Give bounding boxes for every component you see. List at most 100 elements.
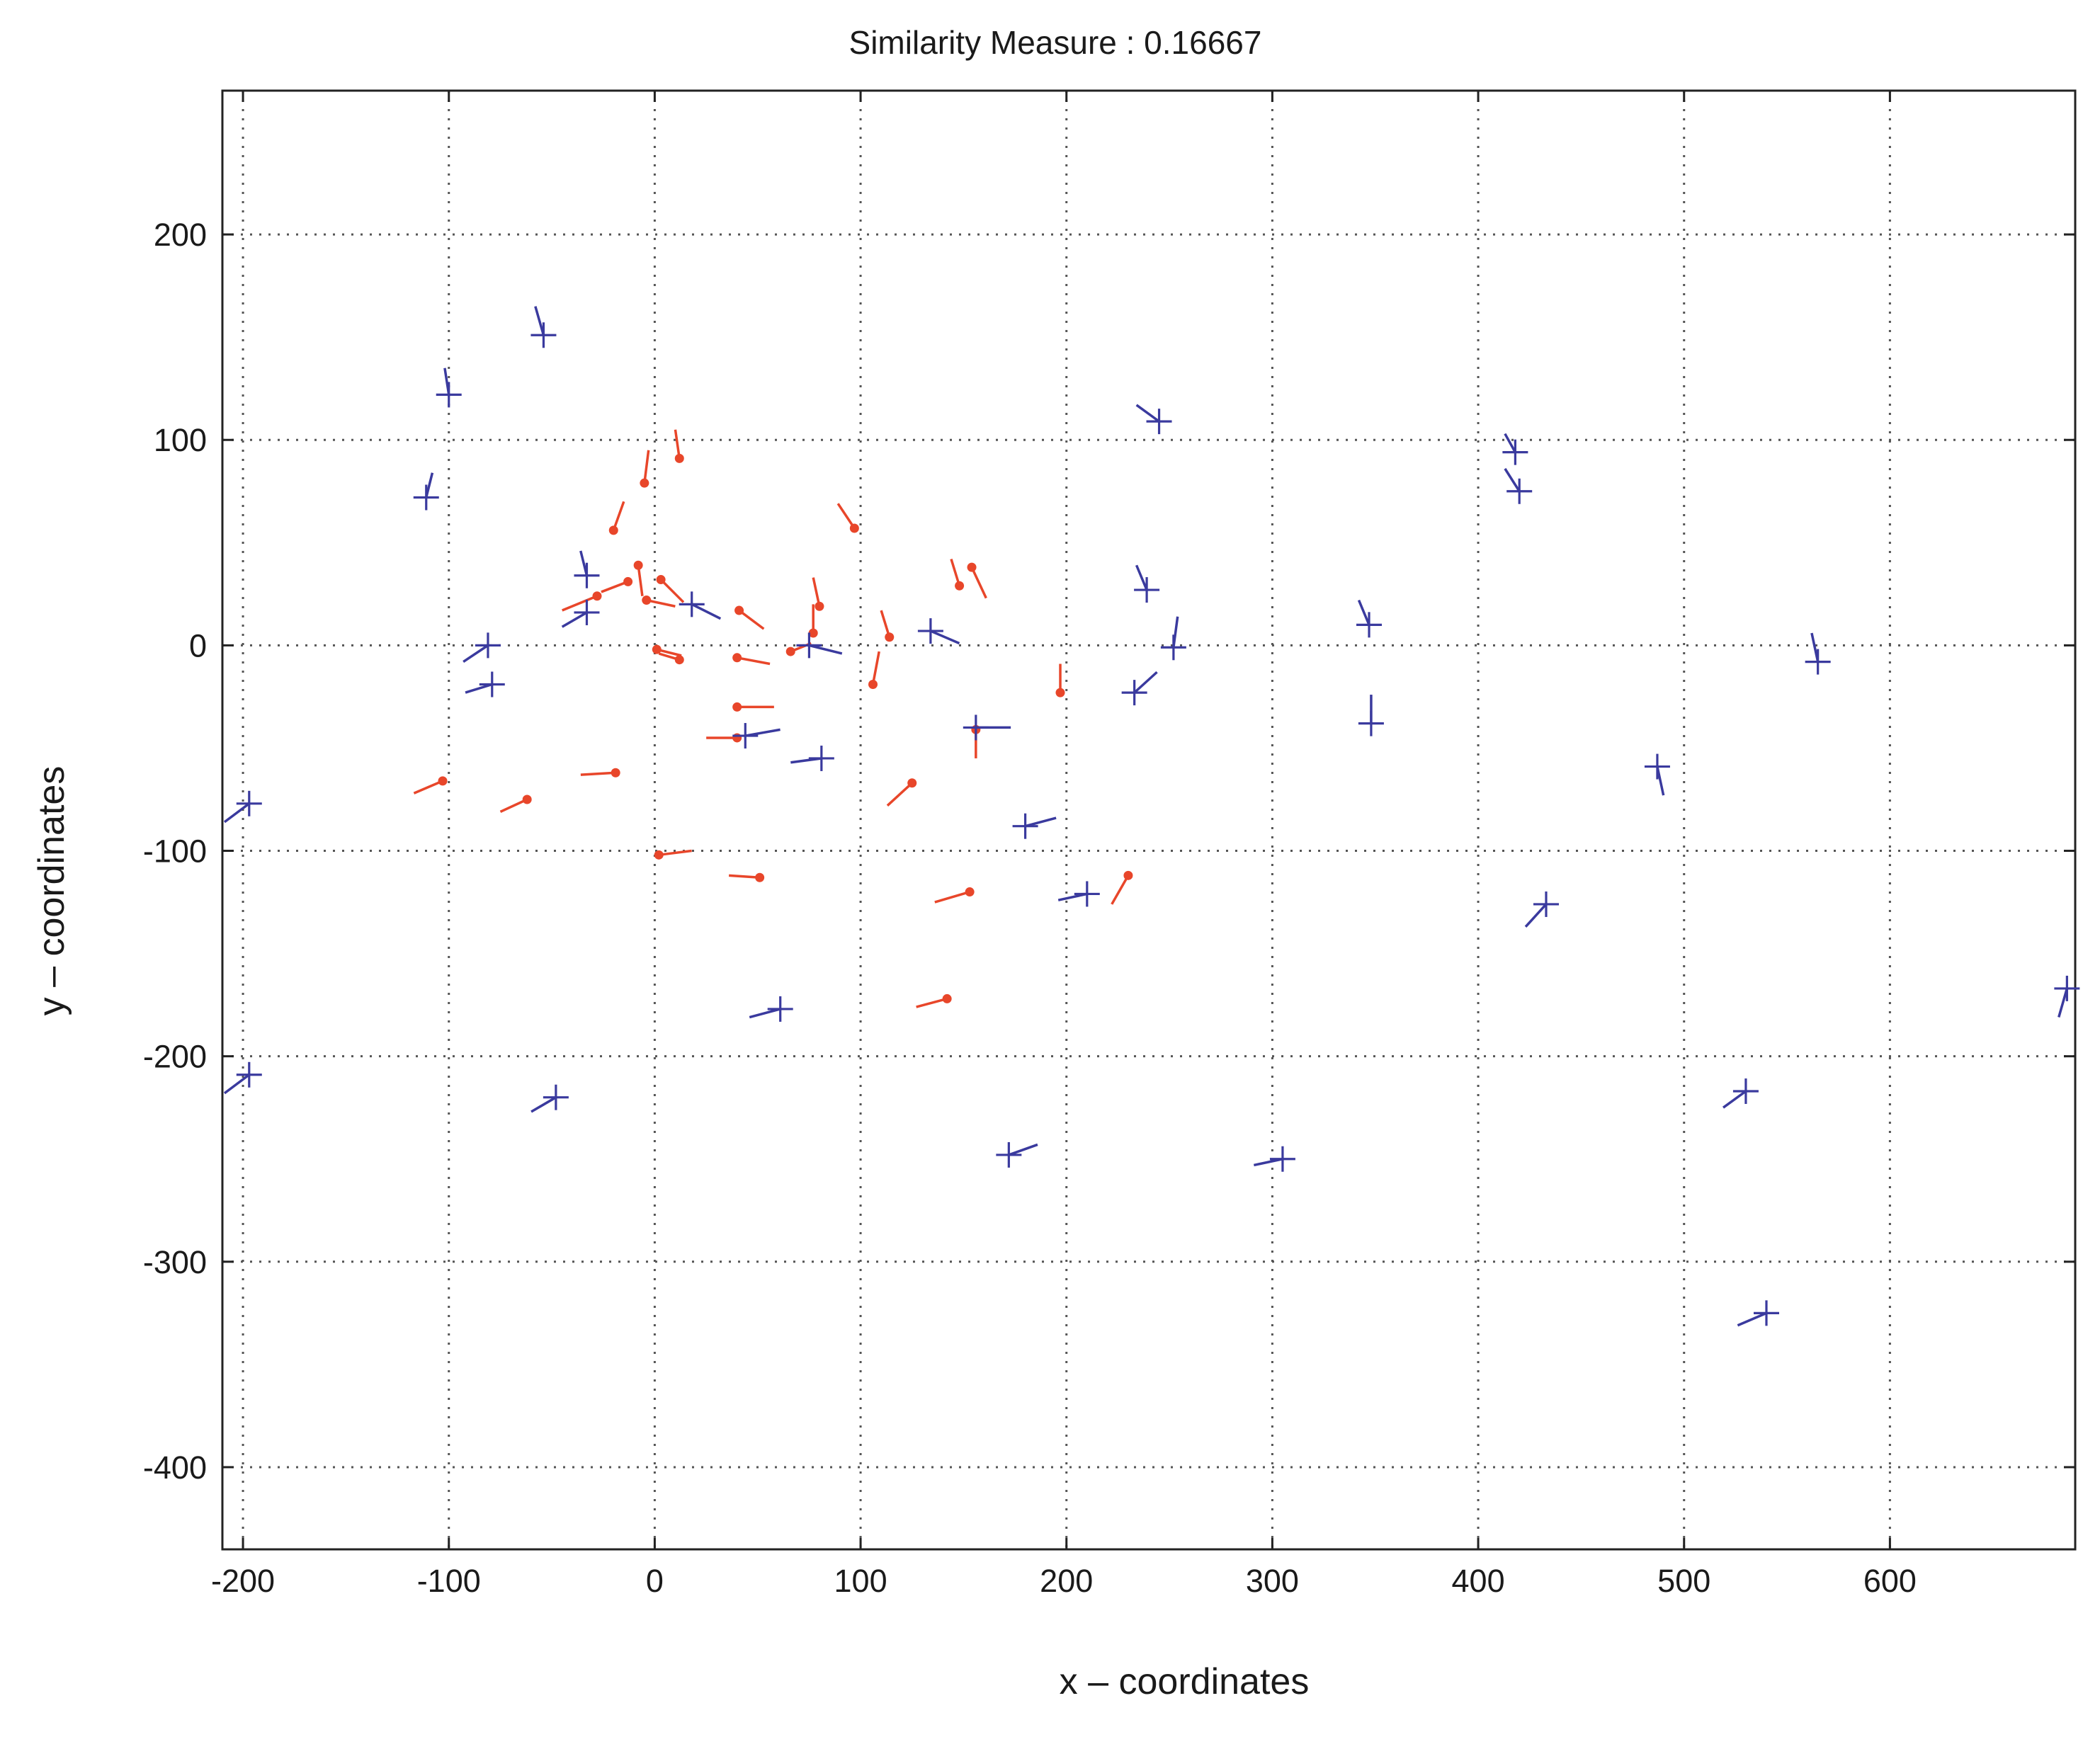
red-direction-line (643, 450, 650, 484)
red-direction-line (738, 609, 765, 630)
blue-point (732, 723, 759, 749)
red-point (642, 596, 652, 605)
blue-point (1506, 478, 1533, 504)
red-direction-line (562, 595, 598, 612)
red-direction-line (674, 429, 681, 459)
blue-point (1012, 813, 1038, 839)
data-series (223, 306, 2080, 1327)
blue-point (574, 599, 600, 625)
red-point (592, 591, 602, 601)
y-tick-label: 200 (154, 217, 207, 253)
red-direction-line (413, 780, 443, 795)
blue-point (1121, 680, 1147, 706)
blue-point (1644, 753, 1670, 780)
blue-direction-line (223, 1073, 250, 1095)
blue-point (574, 562, 600, 588)
red-point (732, 653, 742, 663)
x-tick-label: 300 (1246, 1563, 1299, 1599)
blue-point (2054, 975, 2080, 1001)
red-point (623, 576, 633, 586)
red-point (656, 575, 666, 585)
red-direction-line (970, 566, 987, 599)
red-point (654, 850, 664, 860)
red-direction-line (871, 651, 880, 685)
x-tick-label: 200 (1040, 1563, 1093, 1599)
blue-point (767, 996, 793, 1022)
blue-point (1146, 409, 1172, 435)
blue-direction-line (1357, 599, 1370, 626)
red-point (608, 525, 618, 535)
blue-direction-line (223, 802, 250, 824)
red-direction-line (836, 503, 856, 529)
red-direction-line (880, 610, 891, 638)
red-point (815, 601, 824, 611)
red-direction-line (934, 890, 970, 904)
red-point (674, 655, 684, 665)
red-point (885, 632, 895, 642)
red-point (755, 872, 765, 882)
blue-point (1134, 577, 1160, 603)
blue-direction-line (534, 306, 545, 336)
blue-direction-line (1008, 1143, 1038, 1156)
x-tick-label: -200 (211, 1563, 275, 1599)
axis-ticks: -200 -100 0 100 200 300 400 500 600 200 100 0 -100 -2… (143, 91, 2075, 1599)
blue-point (436, 382, 462, 408)
blue-direction-line (1133, 671, 1158, 694)
red-point (611, 768, 620, 778)
red-direction-line (886, 782, 913, 807)
blue-point (963, 714, 989, 741)
blue-point (1269, 1146, 1295, 1172)
blue-direction-line (465, 683, 493, 694)
red-point (674, 453, 684, 463)
red-point (868, 680, 878, 690)
red-point (732, 733, 742, 743)
red-series (413, 429, 1133, 1008)
y-tick-label: -200 (143, 1039, 207, 1075)
blue-series (223, 306, 2080, 1327)
blue-direction-line (1524, 903, 1548, 928)
y-tick-label: -400 (143, 1450, 207, 1486)
y-tick-label: 0 (189, 627, 207, 664)
blue-point (1533, 891, 1559, 917)
blue-direction-line (808, 644, 843, 655)
blue-point (1754, 1300, 1779, 1326)
x-tick-label: 0 (646, 1563, 664, 1599)
blue-point (236, 790, 262, 816)
blue-direction-line (749, 1008, 781, 1019)
blue-point (479, 671, 505, 697)
blue-point (1502, 439, 1528, 465)
red-point (1055, 688, 1065, 697)
blue-direction-line (530, 1096, 557, 1113)
blue-point (413, 484, 439, 511)
red-point (652, 644, 662, 654)
red-direction-line (580, 771, 616, 776)
blue-point (236, 1061, 262, 1088)
red-point (785, 647, 795, 656)
blue-point (1358, 710, 1384, 736)
blue-point (1732, 1078, 1759, 1104)
blue-direction-line (1737, 1311, 1767, 1327)
blue-point (996, 1141, 1022, 1168)
red-direction-line (637, 564, 644, 596)
blue-direction-line (691, 603, 722, 620)
blue-point (1074, 881, 1100, 907)
red-point (907, 778, 917, 788)
chart-title: Similarity Measure : 0.16667 (849, 24, 1262, 61)
y-axis-label: y – coordinates (31, 766, 72, 1016)
red-point (808, 628, 818, 638)
blue-direction-line (1504, 433, 1516, 453)
red-point (967, 562, 977, 572)
red-direction-line (1111, 875, 1130, 905)
y-tick-label: 100 (154, 422, 207, 458)
red-point (640, 478, 649, 488)
plot-area (221, 89, 2077, 1551)
blue-direction-line (1722, 1090, 1747, 1109)
red-point (734, 605, 744, 615)
x-tick-label: 400 (1452, 1563, 1505, 1599)
blue-direction-line (561, 611, 588, 628)
blue-direction-line (1025, 816, 1057, 828)
blue-point (1160, 634, 1186, 661)
blue-point (796, 632, 822, 659)
red-point (633, 560, 643, 570)
